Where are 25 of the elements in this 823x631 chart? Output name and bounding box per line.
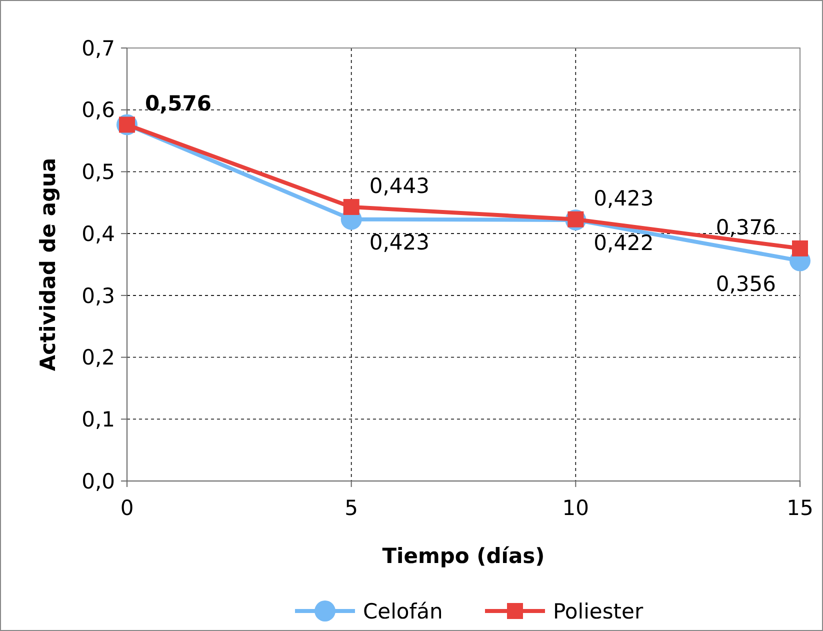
- data-label: 0,356: [716, 272, 776, 296]
- y-axis-title: Actividad de agua: [36, 158, 60, 372]
- y-tick-label: 0,4: [82, 222, 115, 246]
- y-tick-label: 0,6: [82, 98, 115, 122]
- x-tick-label: 0: [120, 496, 134, 520]
- x-axis-title: Tiempo (días): [382, 544, 545, 568]
- point: [343, 198, 360, 215]
- data-label: 0,422: [594, 230, 654, 255]
- data-label: 0,423: [369, 230, 430, 254]
- y-tick-label: 0,1: [82, 407, 115, 432]
- x-tick-label: 15: [786, 496, 814, 520]
- y-tick-label: 0,3: [82, 284, 115, 308]
- legend-label: Celofán: [363, 599, 443, 624]
- y-tick-label: 0,5: [82, 160, 115, 184]
- x-tick-label: 5: [344, 496, 358, 520]
- y-tick-label: 0,0: [82, 469, 115, 494]
- legend-label: Poliester: [553, 599, 644, 624]
- y-tick-label: 0,7: [82, 36, 115, 60]
- data-label: 0,423: [594, 186, 654, 210]
- point: [792, 240, 808, 256]
- x-tick-label: 10: [562, 496, 590, 520]
- y-tick-label: 0,2: [82, 346, 115, 370]
- data-label: 0,576: [145, 92, 212, 116]
- data-label: 0,376: [716, 215, 776, 240]
- data-label: 0,443: [369, 174, 430, 198]
